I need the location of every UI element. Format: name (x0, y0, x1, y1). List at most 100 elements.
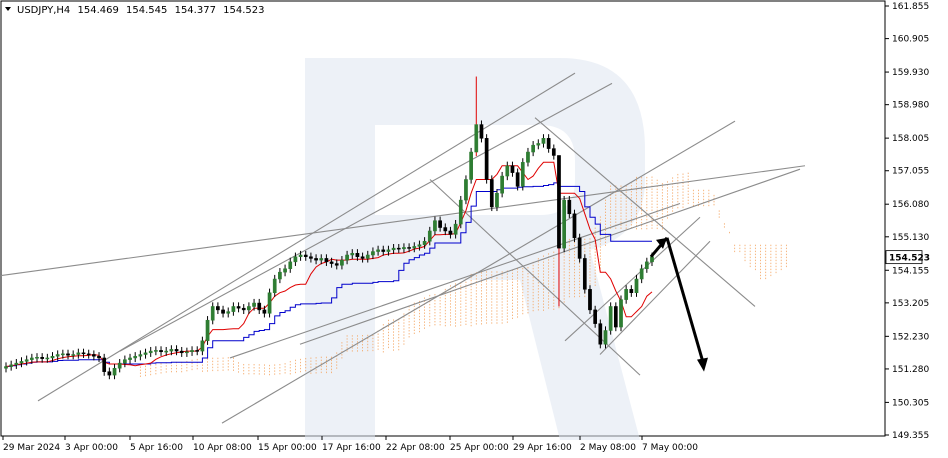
bear-candle (81, 352, 86, 355)
bear-candle (66, 353, 70, 356)
bull-candle (391, 247, 396, 251)
trendlines (0, 72, 806, 424)
bear-candle (577, 237, 582, 259)
bull-candle (422, 241, 427, 245)
bull-candle (117, 362, 122, 369)
bear-candle (86, 353, 91, 356)
bear-candle (515, 172, 520, 187)
bull-candle (205, 319, 210, 342)
bear-candle (489, 179, 494, 208)
price-tick-label: 158.005 (892, 134, 929, 144)
time-tick-label: 17 Apr 16:00 (322, 443, 381, 453)
bull-candle (624, 289, 629, 300)
bull-candle (644, 261, 649, 269)
bull-candle (14, 362, 19, 366)
bull-candle (639, 268, 644, 280)
bull-candle (267, 292, 272, 314)
time-tick-label: 29 Mar 2024 (3, 443, 60, 453)
bull-candle (138, 354, 143, 357)
bear-candle (360, 256, 365, 259)
bull-candle (562, 199, 566, 249)
tenkan-line (5, 161, 653, 367)
bull-candle (500, 175, 504, 194)
price-tick-label: 154.155 (892, 266, 929, 276)
bull-candle (608, 306, 613, 331)
bear-candle (107, 371, 112, 376)
bear-candle (572, 213, 577, 239)
bear-candle (221, 309, 225, 314)
bear-candle (448, 230, 453, 235)
trendline (0, 165, 806, 277)
bull-candle (252, 302, 256, 307)
price-tick-label: 156.080 (892, 200, 929, 210)
forecast-arrows (649, 236, 708, 372)
chart-header: USDJPY,H4 154.469 154.545 154.377 154.52… (5, 5, 264, 16)
bull-candle (24, 359, 29, 362)
price-tick-label: 152.230 (892, 332, 929, 342)
time-tick-label: 5 Apr 16:00 (130, 443, 183, 453)
bull-candle (76, 352, 81, 355)
bull-candle (541, 138, 546, 144)
trendline (229, 202, 681, 359)
symbol-label: USDJPY,H4 (17, 5, 70, 16)
bull-candle (35, 357, 39, 359)
bear-candle (303, 254, 308, 257)
bull-candle (386, 249, 391, 252)
bull-candle (365, 254, 370, 259)
time-axis: 29 Mar 2024 3 Apr 00:00 5 Apr 16:00 10 Apr … (2, 436, 698, 453)
tenkan-path (5, 161, 653, 367)
bear-candle (557, 155, 561, 249)
time-tick-label: 15 Apr 00:00 (258, 443, 317, 453)
bull-candle (4, 366, 8, 369)
bull-candle (345, 254, 349, 261)
bear-candle (334, 263, 339, 266)
bull-candle (526, 151, 530, 163)
bear-candle (195, 350, 200, 352)
bull-candle (164, 350, 169, 353)
bull-candle (433, 220, 437, 232)
bull-candle (293, 256, 298, 263)
bear-candle (92, 354, 96, 357)
bull-candle (200, 340, 205, 352)
bull-candle (71, 354, 76, 356)
price-tick-label: 151.280 (892, 365, 929, 375)
bull-candle (60, 353, 65, 356)
bull-candle (474, 124, 479, 153)
bear-candle (241, 307, 246, 311)
bull-candle (148, 350, 153, 354)
current-price-label: 154.523 (889, 254, 930, 264)
bear-candle (355, 253, 360, 257)
bull-candle (272, 278, 277, 293)
price-tick-label: 153.205 (892, 299, 929, 309)
close-value: 154.523 (223, 5, 264, 16)
bear-candle (257, 302, 262, 311)
time-tick-label: 25 Apr 00:00 (450, 443, 509, 453)
bear-candle (324, 258, 329, 263)
bear-candle (407, 247, 411, 249)
high-value: 154.545 (126, 5, 167, 16)
bull-candle (458, 199, 463, 225)
price-tick-label: 160.905 (892, 35, 929, 45)
bull-candle (226, 311, 231, 314)
bull-candle (210, 306, 215, 321)
bear-candle (479, 124, 484, 139)
trendline (119, 82, 613, 352)
bear-candle (159, 350, 163, 353)
bear-candle (613, 306, 618, 328)
time-tick-label: 10 Apr 08:00 (193, 443, 252, 453)
bear-candle (438, 220, 442, 228)
bear-candle (567, 199, 572, 215)
bear-candle (443, 227, 448, 232)
price-tick-label: 157.055 (892, 167, 929, 177)
bear-candle (484, 138, 489, 180)
price-tick-label: 161.855 (892, 2, 929, 12)
candles (4, 76, 654, 380)
trendline (564, 216, 701, 342)
broker-logo-watermark (305, 58, 645, 440)
bull-candle (185, 351, 189, 354)
bull-candle (505, 165, 510, 177)
bull-candle (371, 251, 375, 256)
triangle-down-icon[interactable] (5, 7, 11, 11)
bear-candle (510, 165, 515, 173)
